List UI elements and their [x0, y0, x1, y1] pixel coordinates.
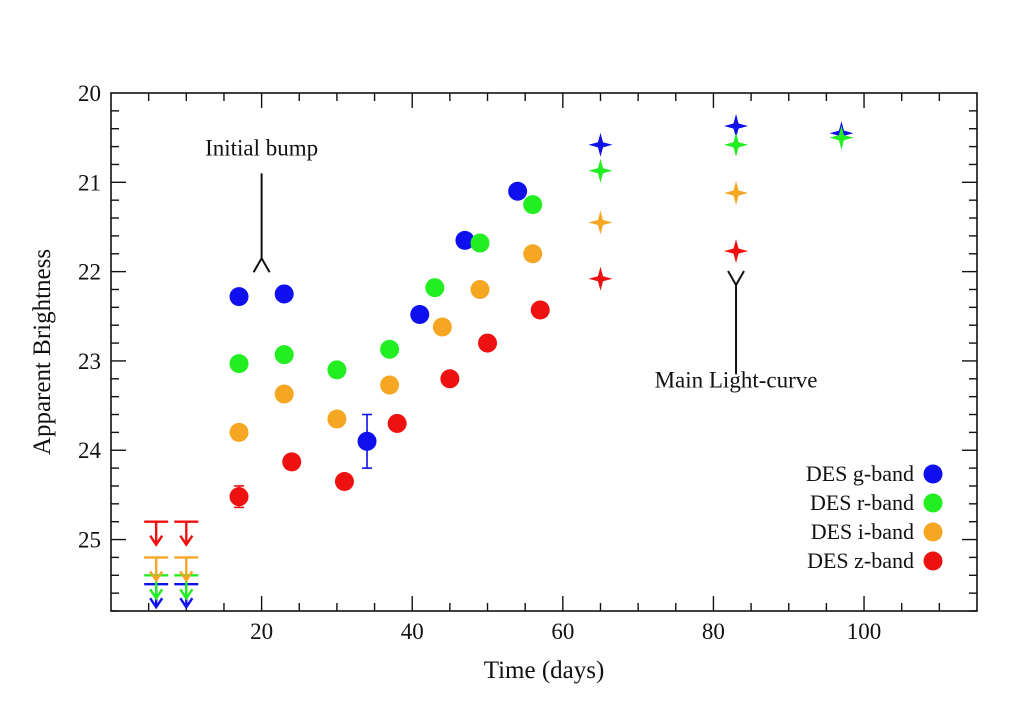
des-r-band-point	[425, 278, 445, 298]
des-g-band-upper-limit-arrow	[149, 597, 164, 610]
des-i-band-point	[229, 422, 249, 442]
x-tick-label: 20	[250, 619, 273, 644]
des-r-band-point	[327, 360, 347, 380]
des-g-band-point	[357, 431, 377, 451]
des-i-band-point	[327, 409, 347, 429]
des-g-band-point	[274, 284, 294, 304]
des-r-band-star-point	[829, 125, 854, 150]
des-r-band-star-point	[588, 158, 613, 183]
des-g-band-star-point	[588, 132, 613, 157]
des-z-band-point	[334, 472, 354, 491]
des-i-band-upper-limit-arrow	[179, 570, 194, 583]
des-g-band-point	[508, 181, 528, 201]
des-g-band-point	[455, 230, 475, 250]
y-tick-label: 24	[78, 438, 102, 463]
y-tick-label: 22	[78, 260, 101, 285]
des-r-band-star-point	[724, 132, 749, 157]
y-tick-label: 20	[78, 81, 101, 106]
des-z-band-star-point	[724, 239, 749, 264]
legend: DES g-band DES r-band DES i-band DES z-band	[806, 461, 943, 573]
annotation-arrow-head	[727, 270, 745, 288]
des-i-band-point	[523, 244, 543, 264]
des-i-band-point	[380, 375, 400, 395]
x-tick-label: 60	[551, 619, 574, 644]
axis-ticks	[111, 93, 977, 612]
des-r-band-point	[229, 354, 249, 374]
legend-marker	[923, 464, 943, 484]
des-g-band-star-point	[724, 114, 749, 139]
des-z-band-point	[387, 413, 407, 433]
y-tick-label: 23	[78, 349, 101, 374]
des-i-band-point	[470, 279, 490, 299]
legend-marker	[923, 522, 943, 542]
des-i-band-point	[432, 317, 452, 337]
x-tick-label: 80	[702, 619, 725, 644]
x-tick-label: 100	[847, 619, 882, 644]
des-z-band-point	[229, 487, 249, 507]
x-axis-label: Time (days)	[484, 657, 605, 684]
legend-label: DES r-band	[810, 490, 914, 515]
legend-label: DES g-band	[806, 461, 914, 486]
des-z-band-upper-limit-arrow	[179, 535, 194, 547]
annotation-label: Initial bump	[205, 136, 318, 161]
des-r-band-point	[380, 339, 400, 359]
des-i-band-star-point	[588, 210, 613, 235]
tick-labels: 20 40 60 80 100 20 21 22 23 24 25	[78, 81, 881, 644]
annotation-arrow-head	[252, 256, 271, 273]
des-i-band-upper-limit-arrow	[149, 570, 164, 583]
legend-label: DES z-band	[807, 548, 914, 573]
des-z-band-point	[440, 369, 460, 389]
data-marks	[144, 114, 854, 610]
des-z-band-point	[530, 300, 550, 320]
des-r-band-upper-limit-arrow	[149, 588, 164, 601]
legend-marker	[923, 551, 943, 571]
des-r-band-upper-limit-arrow	[179, 588, 194, 601]
legend-marker	[923, 493, 943, 513]
y-tick-label: 25	[78, 528, 101, 553]
des-z-band-star-point	[588, 266, 613, 291]
des-g-band-point	[410, 304, 430, 324]
y-axis-label: Apparent Brightness	[29, 249, 56, 455]
plot-frame	[110, 92, 978, 612]
y-tick-label: 21	[78, 170, 101, 195]
des-z-band-point	[478, 333, 498, 353]
des-i-band-point	[274, 384, 294, 404]
des-z-band-upper-limit-arrow	[149, 535, 164, 547]
legend-label: DES i-band	[811, 519, 914, 544]
des-g-band-point	[229, 287, 249, 307]
des-r-band-point	[274, 345, 294, 365]
x-tick-label: 40	[401, 619, 424, 644]
des-r-band-point	[523, 195, 543, 215]
des-g-band-upper-limit-arrow	[179, 597, 194, 610]
des-z-band-point	[282, 452, 302, 472]
des-i-band-star-point	[724, 181, 749, 206]
des-r-band-point	[470, 233, 490, 253]
